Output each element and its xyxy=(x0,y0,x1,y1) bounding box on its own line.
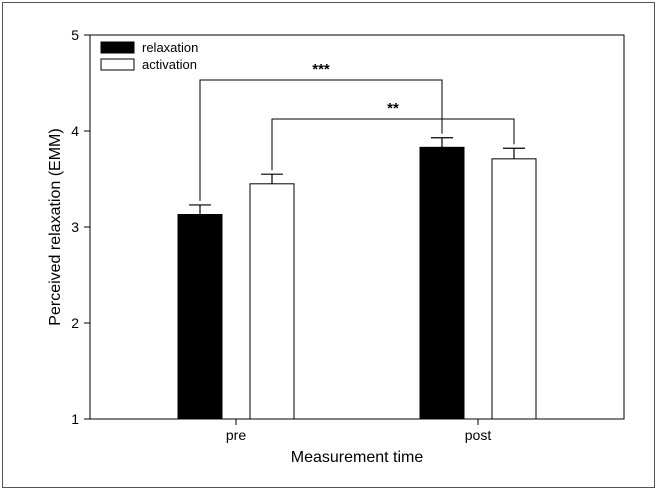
legend-label-activation: activation xyxy=(142,57,197,72)
y-tick-label: 1 xyxy=(71,411,79,427)
bar-activation-pre xyxy=(249,183,295,420)
y-tick-label: 3 xyxy=(71,219,79,235)
figure-border xyxy=(2,2,655,488)
y-axis-ticks: 1 2 3 4 5 xyxy=(71,27,90,427)
bar-relaxation-post xyxy=(419,146,465,420)
legend-swatch-activation xyxy=(100,58,135,71)
legend: relaxation activation xyxy=(100,40,198,72)
legend-label-relaxation: relaxation xyxy=(142,40,198,55)
y-tick-label: 4 xyxy=(71,123,79,139)
legend-swatch-relaxation xyxy=(100,41,135,54)
significance-label: *** xyxy=(312,61,330,78)
significance-bracket xyxy=(199,79,443,201)
bar-activation-post xyxy=(491,158,537,420)
significance-label: ** xyxy=(387,100,399,117)
x-axis-label: Measurement time xyxy=(291,449,424,466)
y-tick-label: 5 xyxy=(71,27,79,43)
plot-area xyxy=(89,34,625,420)
significance-bracket xyxy=(271,118,515,171)
bar-relaxation-pre xyxy=(177,214,223,420)
y-tick-label: 2 xyxy=(71,315,79,331)
x-tick-label: pre xyxy=(226,427,246,443)
y-axis-label: Perceived relaxation (EMM) xyxy=(47,128,64,325)
x-axis-ticks: pre post xyxy=(226,419,491,443)
bars-layer xyxy=(177,137,537,420)
significance-annotations: ***** xyxy=(199,61,515,201)
x-tick-label: post xyxy=(465,427,492,443)
